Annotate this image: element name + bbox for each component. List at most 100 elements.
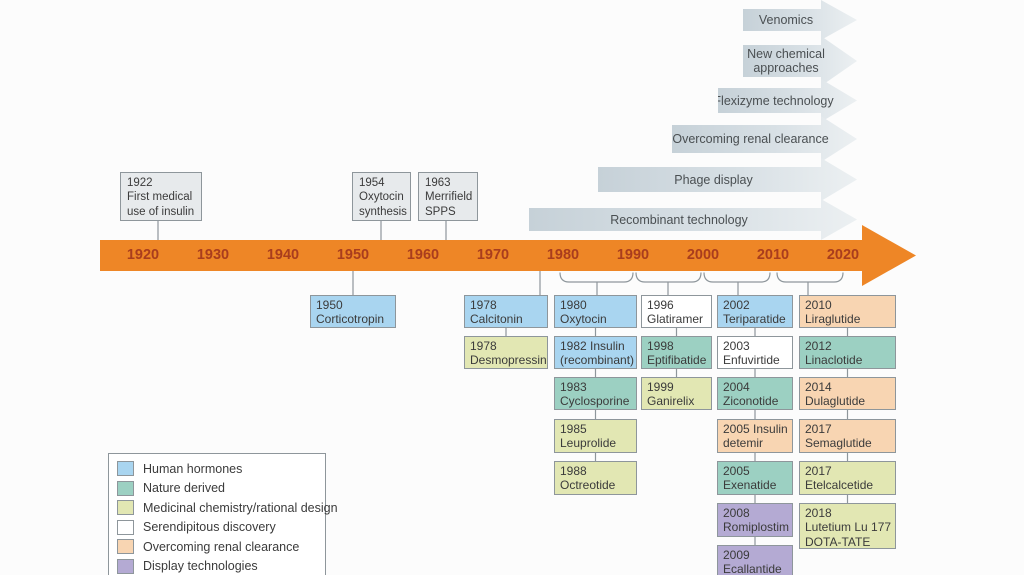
tech-arrow-phage-display: Phage display [598, 158, 857, 201]
drug-box-text: 1983 [560, 380, 587, 394]
drug-box-1978-calcitonin: 1978 Calcitonin [464, 295, 548, 328]
drug-box-text: 1999 [647, 380, 674, 394]
decade-brace [559, 272, 634, 283]
milestone-text: Merrifield [425, 191, 473, 204]
legend-label: Human hormones [143, 461, 243, 476]
milestone-text: SPPS [425, 205, 456, 218]
drug-box-text: Oxytocin [560, 312, 607, 327]
tech-arrow-label: Overcoming renal clearance [672, 132, 829, 146]
year-label-1920: 1920 [126, 247, 160, 263]
tech-arrow-label: Recombinant technology [610, 212, 748, 227]
tech-arrow-flexizyme-technology: Flexizyme technology [718, 79, 857, 122]
drug-box-text: 2012 [805, 339, 832, 353]
drug-box-text: Linaclotide [805, 353, 863, 368]
decade-brace [635, 272, 702, 283]
drug-box-text: 2017 [805, 422, 832, 436]
drug-box-text: Liraglutide [805, 312, 861, 327]
drug-box-2005-insulin-detemir: 2005 Insulin detemir [717, 419, 793, 453]
drug-box-text: Cyclosporine [560, 394, 630, 409]
legend-item-serendipitous: Serendipitous discovery [117, 519, 317, 535]
drug-box-2002-teriparatide: 2002 Teriparatide [717, 295, 793, 328]
drug-box-text: DOTA-TATE [805, 534, 871, 549]
drug-box-2010-liraglutide: 2010 Liraglutide [799, 295, 896, 328]
tech-arrow-label: New chemical approaches [747, 46, 825, 75]
drug-box-text: Corticotropin [316, 312, 385, 327]
drug-box-2008-romiplostim: 2008 Romiplostim [717, 503, 793, 537]
drug-box-text: 2003 [723, 339, 750, 353]
milestone-text: 1963 [425, 177, 451, 189]
drug-box-2012-linaclotide: 2012 Linaclotide [799, 336, 896, 369]
year-label-1940: 1940 [266, 247, 300, 263]
drug-box-text: 2005 [723, 464, 750, 478]
drug-box-1980-oxytocin: 1980 Oxytocin [554, 295, 637, 328]
drug-box-text: Calcitonin [470, 312, 523, 327]
legend-label: Display technologies [143, 559, 258, 573]
milestone-text: 1954 [359, 177, 385, 189]
drug-box-1950-corticotropin: 1950 Corticotropin [310, 295, 396, 328]
milestone-box-1922: 1922 First medical use of insulin [120, 172, 202, 221]
drug-box-text: Ecallantide [723, 562, 782, 575]
legend-swatch-renal-clearance [117, 539, 134, 554]
legend-label: Medicinal chemistry/rational design [143, 500, 338, 515]
legend-item-human-hormones: Human hormones [117, 461, 317, 476]
drug-box-1985-leuprolide: 1985 Leuprolide [554, 419, 637, 453]
drug-box-text: 2004 [723, 380, 750, 394]
legend-swatch-serendipitous [117, 519, 134, 535]
milestone-box-1963: 1963 Merrifield SPPS [418, 172, 478, 221]
tech-arrow-venomics: Venomics [743, 0, 857, 40]
drug-box-text: 1978 [470, 339, 497, 353]
drug-box-text: 1985 [560, 422, 587, 436]
drug-box-text: 2009 [723, 548, 750, 562]
drug-box-2005-exenatide: 2005 Exenatide [717, 461, 793, 495]
drug-box-text: 2005 Insulin [723, 422, 788, 436]
drug-box-text: 2008 [723, 506, 750, 520]
legend-item-display-technologies: Display technologies [117, 558, 317, 574]
drug-box-2014-dulaglutide: 2014 Dulaglutide [799, 377, 896, 410]
drug-box-text: Teriparatide [723, 312, 786, 327]
year-label-1970: 1970 [476, 247, 510, 263]
legend-swatch-nature-derived [117, 480, 134, 496]
drug-box-2009-ecallantide: 2009 Ecallantide [717, 545, 793, 575]
drug-box-text: Ganirelix [647, 394, 695, 409]
drug-box-text: 1982 Insulin [560, 339, 625, 353]
year-label-1980: 1980 [546, 247, 580, 263]
year-label-2010: 2010 [756, 247, 790, 263]
drug-box-1978-desmopressin: 1978 Desmopressin [464, 336, 548, 369]
legend-label: Serendipitous discovery [143, 520, 276, 534]
year-label-1950: 1950 [336, 247, 370, 263]
milestone-text: Oxytocin [359, 191, 404, 204]
tech-arrow-overcoming-renal-clearance: Overcoming renal clearance [672, 116, 857, 162]
drug-box-1999-ganirelix: 1999 Ganirelix [641, 377, 712, 410]
drug-box-text: 1996 [647, 298, 674, 312]
year-label-1990: 1990 [616, 247, 650, 263]
decade-brace [703, 272, 771, 283]
milestone-text: First medical [127, 191, 193, 204]
drug-box-1998-eptifibatide: 1998 Eptifibatide [641, 336, 712, 369]
drug-box-text: Romiplostim [723, 520, 790, 535]
drug-box-2003-enfuvirtide: 2003 Enfuvirtide [717, 336, 793, 369]
drug-box-text: Exenatide [723, 478, 777, 493]
legend-item-medicinal-chemistry: Medicinal chemistry/rational design [117, 500, 338, 515]
legend: Human hormones Nature derived Medicinal ch… [108, 453, 338, 575]
drug-box-text: 1980 [560, 298, 587, 312]
drug-box-text: 1988 [560, 464, 587, 478]
drug-box-2018-lutetium-lu-177-dota-tate: 2018 Lutetium Lu 177 DOTA-TATE [799, 503, 896, 549]
legend-label: Nature derived [143, 481, 225, 495]
drug-box-text: Lutetium Lu 177 [805, 520, 892, 535]
tech-arrow-label: Flexizyme technology [713, 93, 834, 108]
drug-box-2017-etelcalcetide: 2017 Etelcalcetide [799, 461, 896, 495]
tech-arrow-label: Phage display [674, 172, 753, 187]
legend-label: Overcoming renal clearance [143, 539, 300, 554]
legend-item-nature-derived: Nature derived [117, 480, 317, 496]
tech-arrow-recombinant-technology: Recombinant technology [529, 199, 857, 240]
drug-box-text: Semaglutide [805, 436, 872, 451]
year-label-1960: 1960 [406, 247, 440, 263]
tech-arrow-label: Venomics [758, 13, 814, 27]
drug-box-text: Desmopressin [470, 353, 547, 368]
drug-box-text: 2017 [805, 464, 832, 478]
drug-box-text: 1950 [316, 298, 343, 312]
drug-box-text: Ziconotide [723, 394, 779, 409]
year-label-2020: 2020 [826, 247, 860, 263]
milestone-text: use of insulin [127, 205, 195, 218]
